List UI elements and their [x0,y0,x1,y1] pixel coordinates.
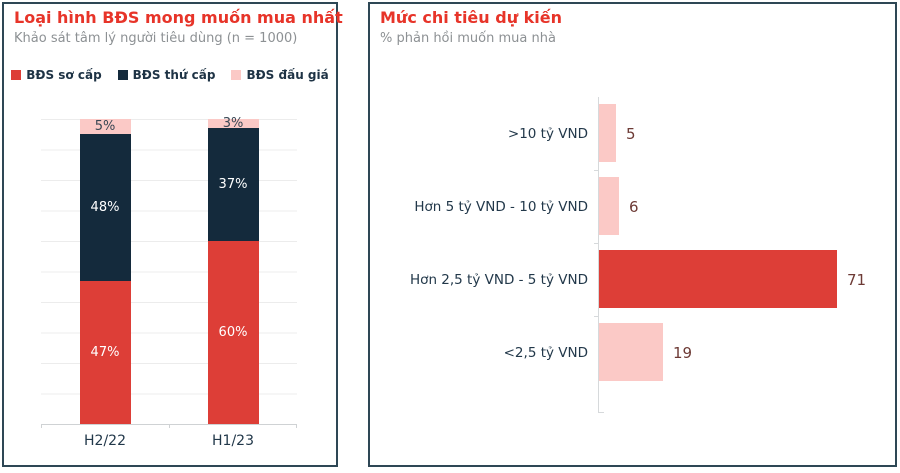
legend-swatch-icon [11,70,22,80]
bar-segment: 37% [207,128,259,241]
horizontal-bar-plot: >10 tỷ VND 5 Hơn 5 tỷ VND - 10 tỷ VND 6 Hơn … [370,97,895,413]
left-chart-title: Loại hình BĐS mong muốn mua nhất [14,8,343,27]
stacked-bar: 47% 48% 5% [79,119,131,424]
legend-item: BĐS thứ cấp [117,68,216,82]
y-axis-tick [594,316,598,317]
panel-property-type-chart: Loại hình BĐS mong muốn mua nhất Khảo sá… [2,2,343,467]
bar-segment: 5% [79,119,131,135]
bar-segment: 47% [79,280,131,424]
category-label: <2,5 tỷ VND [503,344,588,361]
bar-segment: 60% [207,241,259,424]
stacked-bar: 60% 37% 3% [207,117,259,424]
panel-spending-chart: Mức chi tiêu dự kiến % phản hồi muốn mua… [368,2,897,467]
bar [599,104,616,162]
legend-label: BĐS đấu giá [246,68,329,82]
legend-swatch-icon [117,70,128,80]
x-axis-label: H2/22 [84,433,126,449]
bar-row: >10 tỷ VND 5 [370,97,895,170]
stacked-bar-plot: 47% 48% 5% H2/22 60% 37% 3% H1/23 [41,117,297,449]
category-label: Hơn 2,5 tỷ VND - 5 tỷ VND [410,271,588,288]
bar [599,323,663,381]
legend: BĐS sơ cấp BĐS thứ cấp BĐS đấu giá [4,68,336,82]
bar-row: Hơn 5 tỷ VND - 10 tỷ VND 6 [370,170,895,243]
left-chart-subtitle: Khảo sát tâm lý người tiêu dùng (n = 100… [14,31,298,46]
value-label: 19 [673,343,693,362]
legend-item: BĐS đấu giá [231,68,329,82]
x-axis-tick [169,424,170,428]
bar-row: <2,5 tỷ VND 19 [370,316,895,389]
bar [599,250,837,308]
legend-item: BĐS sơ cấp [11,68,102,82]
legend-swatch-icon [231,70,242,80]
y-axis-tick [594,170,598,171]
y-axis-end-tick [599,412,604,413]
legend-label: BĐS thứ cấp [132,68,216,82]
right-chart-title: Mức chi tiêu dự kiến [380,8,563,27]
value-label: 71 [847,270,867,289]
legend-label: BĐS sơ cấp [26,68,102,82]
y-axis-line [594,97,605,413]
right-chart-subtitle: % phản hồi muốn mua nhà [380,31,556,46]
bar-row: Hơn 2,5 tỷ VND - 5 tỷ VND 71 [370,243,895,316]
value-label: 6 [629,197,639,216]
x-axis-tick [296,424,297,428]
y-axis-tick [594,243,598,244]
x-axis-label: H1/23 [212,433,254,449]
bar-segment: 3% [207,117,259,130]
category-label: >10 tỷ VND [507,125,588,142]
bar [599,177,619,235]
x-axis-tick [41,424,42,428]
bar-segment: 48% [79,134,131,281]
category-label: Hơn 5 tỷ VND - 10 tỷ VND [414,198,588,215]
value-label: 5 [626,124,636,143]
